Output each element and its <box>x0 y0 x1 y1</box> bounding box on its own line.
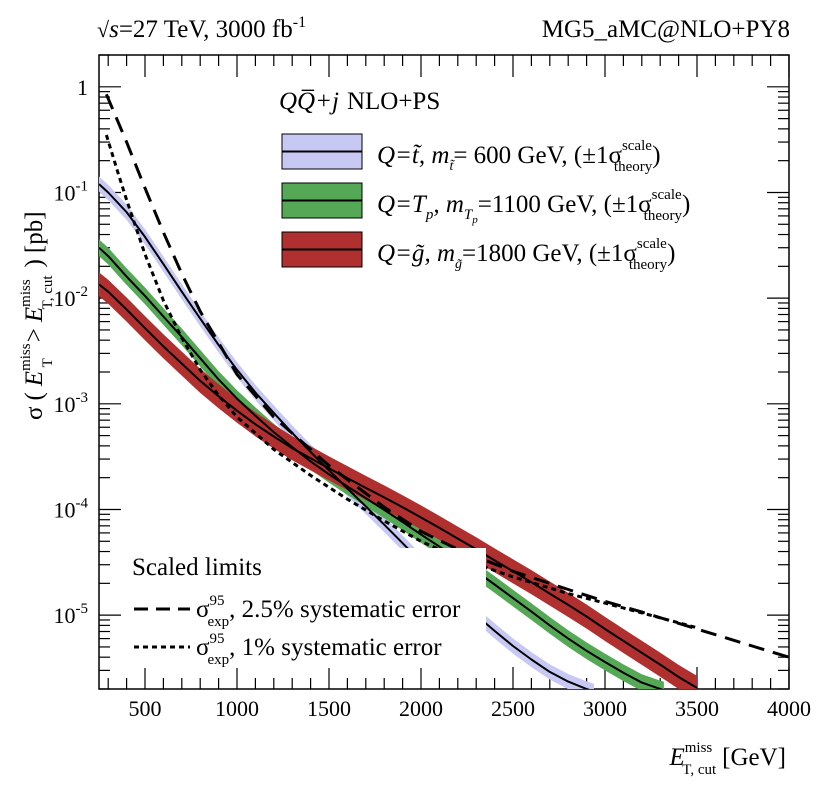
legend-bottom-title: Scaled limits <box>132 554 262 581</box>
y-tick-labels: 1 10-1 10-2 10-3 10-4 10-5 <box>54 75 89 628</box>
legend-top: QQ̅+j NLO+PS Q=t̃, mt̃= 600 GeV, (±1σscal… <box>279 88 690 273</box>
band-2 <box>99 272 697 689</box>
y-tick-label: 10-4 <box>54 495 89 522</box>
y-axis-title: σ(Emiss T>Emiss T, cut)[pb] <box>18 211 56 420</box>
legend-entry-dashed: σ95 exp, 2.5% systematic error <box>196 593 461 630</box>
energy-label: √s=27 TeV, 3000 fb-1 <box>97 14 306 43</box>
y-tick-label: 10-2 <box>54 284 89 311</box>
legend-entry-gluino: Q=g̃, mg̃=1800 GeV, (±1σscale theory) <box>377 236 676 273</box>
y-tick-label: 1 <box>77 75 88 100</box>
series-line-0 <box>99 183 590 689</box>
generator-label: MG5_aMC@NLO+PY8 <box>542 16 790 43</box>
axis-ticks <box>99 54 790 690</box>
x-tick-label: 4000 <box>767 696 811 721</box>
legend-entry-tp: Q=Tp, mTp=1100 GeV, (±1σscale theory) <box>377 187 690 226</box>
error-bands <box>99 176 697 689</box>
y-tick-label: 10-5 <box>54 601 89 628</box>
legend-entry-dotted: σ95 exp, 1% systematic error <box>196 631 442 668</box>
x-tick-label: 1500 <box>307 696 351 721</box>
legend-bottom: Scaled limits σ95 exp, 2.5% systematic er… <box>126 548 486 668</box>
series-line-1 <box>99 246 664 689</box>
x-tick-label: 3500 <box>675 696 719 721</box>
x-tick-labels: 500 1000 1500 2000 2500 3000 3500 4000 <box>129 696 812 721</box>
x-tick-label: 2500 <box>491 696 535 721</box>
y-tick-label: 10-1 <box>54 178 89 205</box>
x-tick-label: 2000 <box>399 696 443 721</box>
legend-entry-stop: Q=t̃, mt̃= 600 GeV, (±1σscale theory) <box>377 138 661 175</box>
series-lines <box>99 93 789 689</box>
series-line-2 <box>99 283 698 689</box>
x-tick-label: 500 <box>129 696 162 721</box>
legend-top-title: QQ̅+j NLO+PS <box>279 88 440 115</box>
x-tick-label: 3000 <box>583 696 627 721</box>
x-axis-title: Emiss T, cut [GeV] <box>668 740 786 778</box>
x-tick-label: 1000 <box>215 696 259 721</box>
y-tick-label: 10-3 <box>54 390 89 417</box>
